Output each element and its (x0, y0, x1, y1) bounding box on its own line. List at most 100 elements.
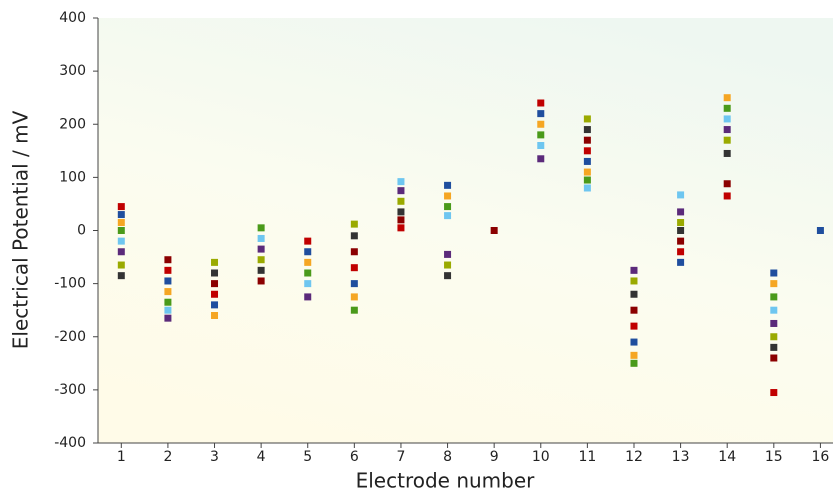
x-tick-label: 1 (117, 449, 126, 465)
point (211, 269, 219, 277)
point (583, 168, 591, 176)
plot-background (98, 18, 833, 443)
y-axis-title: Electrical Potential / mV (9, 110, 33, 349)
x-tick-label: 6 (350, 449, 359, 465)
point (444, 212, 452, 220)
point (770, 280, 778, 288)
point (677, 208, 685, 216)
y-tick-label: 200 (59, 116, 86, 132)
point (257, 234, 265, 242)
point (630, 322, 638, 330)
y-tick-label: 300 (59, 63, 86, 79)
point (211, 312, 219, 319)
point (583, 136, 591, 144)
point (816, 227, 824, 234)
point (350, 280, 358, 288)
x-tick-label: 11 (578, 449, 596, 465)
point (537, 120, 545, 128)
y-tick-label: 0 (77, 223, 86, 239)
point (304, 237, 312, 245)
point (444, 203, 452, 211)
point (117, 237, 125, 245)
point (211, 290, 219, 298)
x-tick-label: 4 (257, 449, 266, 465)
x-tick-label: 5 (303, 449, 312, 465)
point (397, 178, 405, 186)
point (164, 266, 172, 274)
x-tick-label: 15 (765, 449, 783, 465)
point (164, 256, 172, 264)
point (397, 197, 405, 205)
point (630, 290, 638, 298)
point (164, 298, 172, 306)
x-tick-label: 14 (718, 449, 736, 465)
point (117, 272, 125, 280)
point (770, 354, 778, 362)
point (444, 192, 452, 200)
point (304, 269, 312, 277)
point (723, 192, 731, 200)
point (677, 219, 685, 227)
point (630, 359, 638, 367)
point (630, 266, 638, 274)
point (490, 227, 498, 234)
point (630, 277, 638, 285)
y-tick-label: -400 (54, 435, 86, 451)
point (770, 306, 778, 314)
point (117, 261, 125, 269)
point (117, 203, 125, 211)
point (770, 293, 778, 301)
point (723, 136, 731, 144)
point (583, 147, 591, 155)
x-tick-label: 12 (625, 449, 643, 465)
x-tick-label: 3 (210, 449, 219, 465)
point (211, 258, 219, 266)
x-axis-title: Electrode number (356, 469, 536, 492)
y-tick-label: -100 (54, 276, 86, 292)
x-tick-label: 8 (443, 449, 452, 465)
point (583, 184, 591, 192)
point (304, 293, 312, 301)
point (304, 258, 312, 266)
point (117, 219, 125, 227)
y-tick-label: 100 (59, 169, 86, 185)
point (583, 157, 591, 165)
point (444, 181, 452, 189)
x-tick-label: 2 (163, 449, 172, 465)
point (164, 288, 172, 296)
point (164, 277, 172, 285)
point (257, 277, 265, 285)
y-tick-label: -300 (54, 382, 86, 398)
point (117, 248, 125, 256)
point (350, 220, 358, 228)
point (397, 187, 405, 195)
point (770, 343, 778, 351)
point (723, 126, 731, 134)
point (537, 142, 545, 149)
point (117, 227, 125, 234)
point (630, 351, 638, 359)
point (350, 248, 358, 256)
point (257, 266, 265, 274)
point (397, 216, 405, 224)
point (257, 224, 265, 232)
point (583, 115, 591, 123)
point (537, 110, 545, 118)
point (770, 269, 778, 277)
point (350, 306, 358, 314)
point (677, 227, 685, 234)
point (257, 245, 265, 253)
point (630, 306, 638, 314)
point (583, 176, 591, 184)
point (304, 248, 312, 256)
point (770, 333, 778, 341)
point (677, 258, 685, 266)
x-tick-label: 10 (532, 449, 550, 465)
point (350, 293, 358, 301)
y-tick-label: 400 (59, 10, 86, 26)
x-tick-label: 13 (672, 449, 690, 465)
point (350, 232, 358, 240)
point (444, 250, 452, 258)
point (723, 149, 731, 157)
